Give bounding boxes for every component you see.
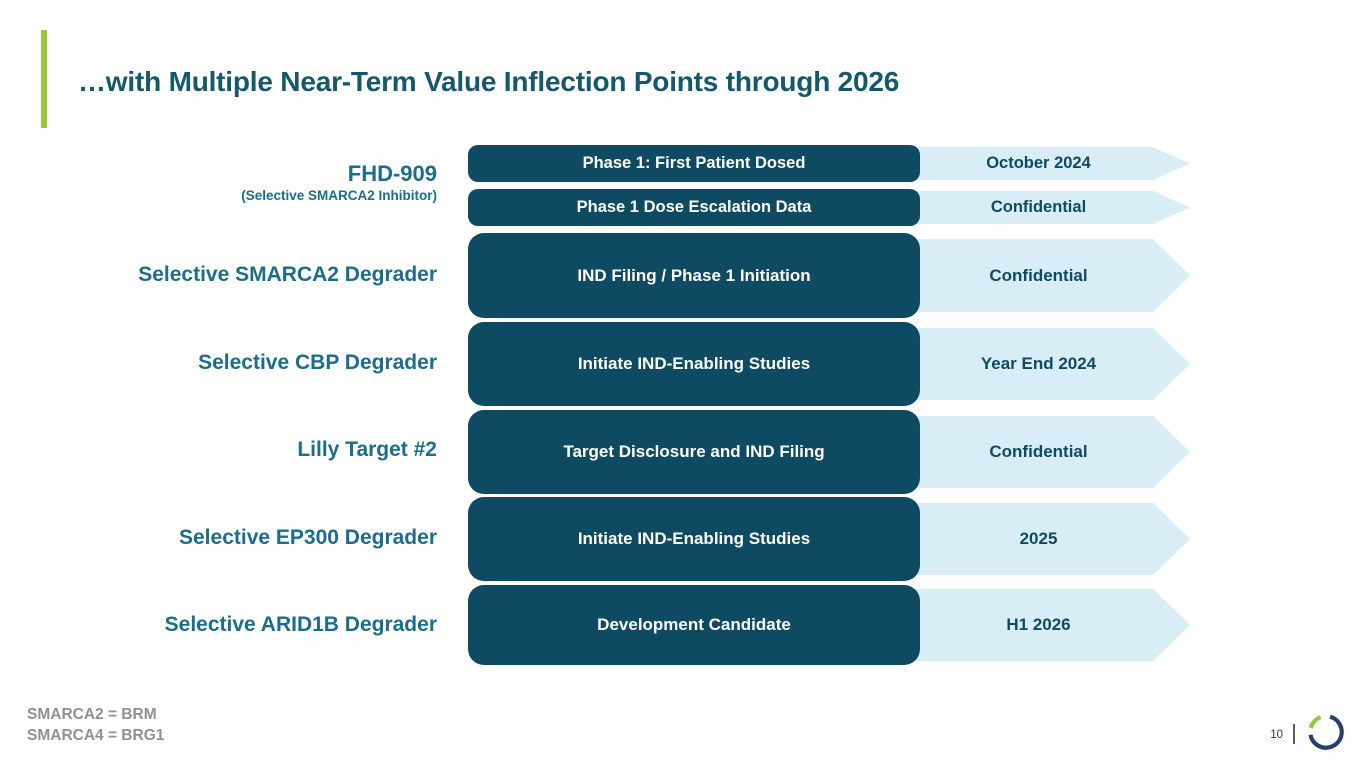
- milestone-pill: Target Disclosure and IND Filing: [468, 410, 920, 494]
- timing-arrow: October 2024: [910, 147, 1190, 180]
- title-accent-bar: [41, 30, 47, 128]
- row-label-cbp-degrader: Selective CBP Degrader: [198, 351, 437, 374]
- timing-arrow: 2025: [910, 503, 1190, 575]
- milestone-pill: IND Filing / Phase 1 Initiation: [468, 233, 920, 318]
- timing-arrow: Confidential: [910, 416, 1190, 488]
- row-label-arid1b-degrader: Selective ARID1B Degrader: [164, 613, 437, 636]
- footnote-line: SMARCA4 = BRG1: [27, 727, 165, 744]
- program-subtitle: (Selective SMARCA2 Inhibitor): [241, 188, 437, 203]
- timing-arrow: Year End 2024: [910, 328, 1190, 400]
- foghorn-circle-logo-icon: [1308, 714, 1344, 750]
- row-label-ep300-degrader: Selective EP300 Degrader: [179, 526, 437, 549]
- footnotes: SMARCA2 = BRM SMARCA4 = BRG1: [27, 704, 164, 746]
- milestone-pill: Initiate IND-Enabling Studies: [468, 497, 920, 581]
- page-footer: 10: [1270, 710, 1347, 754]
- milestone-pill: Development Candidate: [468, 585, 920, 665]
- timing-arrow: Confidential: [910, 239, 1190, 312]
- page-number: 10: [1270, 729, 1283, 741]
- row-label-lilly-target-2: Lilly Target #2: [297, 438, 437, 461]
- timing-arrow: H1 2026: [910, 589, 1190, 661]
- row-label-smarca2-degrader: Selective SMARCA2 Degrader: [138, 263, 437, 286]
- row-label-fhd-909: FHD-909 (Selective SMARCA2 Inhibitor): [0, 161, 437, 204]
- footnote-line: SMARCA2 = BRM: [27, 706, 157, 723]
- page-title: …with Multiple Near-Term Value Inflectio…: [78, 66, 900, 97]
- footer-divider: [1293, 724, 1295, 744]
- program-name: FHD-909: [347, 161, 437, 186]
- milestone-pill: Phase 1: First Patient Dosed: [468, 145, 920, 182]
- timing-arrow: Confidential: [910, 191, 1190, 224]
- milestone-pill: Initiate IND-Enabling Studies: [468, 322, 920, 406]
- milestone-pill: Phase 1 Dose Escalation Data: [468, 189, 920, 226]
